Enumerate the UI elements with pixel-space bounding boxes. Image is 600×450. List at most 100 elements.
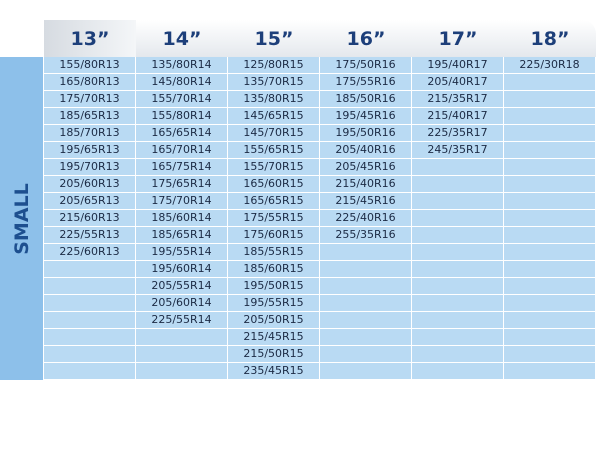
empty-cell <box>412 312 504 329</box>
empty-cell <box>504 227 596 244</box>
size-cell: 215/45R16 <box>320 193 412 210</box>
empty-cell <box>44 278 136 295</box>
empty-cell <box>504 142 596 159</box>
size-cell: 225/55R13 <box>44 227 136 244</box>
empty-cell <box>504 159 596 176</box>
empty-cell <box>504 74 596 91</box>
size-cell: 155/70R15 <box>228 159 320 176</box>
empty-cell <box>412 193 504 210</box>
size-cell: 205/40R17 <box>412 74 504 91</box>
size-cell: 225/60R13 <box>44 244 136 261</box>
empty-cell <box>412 329 504 346</box>
size-cell: 165/80R13 <box>44 74 136 91</box>
empty-cell <box>412 261 504 278</box>
size-cell: 225/55R14 <box>136 312 228 329</box>
size-cell: 185/65R14 <box>136 227 228 244</box>
size-cell: 215/40R17 <box>412 108 504 125</box>
size-cell: 195/70R13 <box>44 159 136 176</box>
size-cell: 215/60R13 <box>44 210 136 227</box>
empty-cell <box>412 346 504 363</box>
size-cell: 175/60R15 <box>228 227 320 244</box>
size-cell: 175/50R16 <box>320 57 412 74</box>
empty-cell <box>320 363 412 380</box>
empty-cell <box>412 295 504 312</box>
empty-cell <box>44 329 136 346</box>
size-cell: 195/60R14 <box>136 261 228 278</box>
size-cell: 135/80R15 <box>228 91 320 108</box>
empty-cell <box>504 363 596 380</box>
size-cell: 255/35R16 <box>320 227 412 244</box>
empty-cell <box>412 159 504 176</box>
size-cell: 185/60R14 <box>136 210 228 227</box>
column-header: 15” <box>228 20 321 57</box>
column-header: 18” <box>504 20 597 57</box>
size-cell: 155/80R13 <box>44 57 136 74</box>
size-cell: 195/50R16 <box>320 125 412 142</box>
size-cell: 185/65R13 <box>44 108 136 125</box>
empty-cell <box>412 278 504 295</box>
empty-cell <box>504 176 596 193</box>
size-cell: 165/65R15 <box>228 193 320 210</box>
empty-cell <box>504 261 596 278</box>
size-cell: 145/65R15 <box>228 108 320 125</box>
size-cell: 205/50R15 <box>228 312 320 329</box>
size-cell: 205/55R14 <box>136 278 228 295</box>
size-cell: 155/80R14 <box>136 108 228 125</box>
empty-cell <box>504 329 596 346</box>
column-header: 17” <box>412 20 505 57</box>
size-cell: 165/60R15 <box>228 176 320 193</box>
empty-cell <box>136 363 228 380</box>
size-cell: 205/45R16 <box>320 159 412 176</box>
empty-cell <box>320 278 412 295</box>
size-cell: 185/60R15 <box>228 261 320 278</box>
size-cell: 195/65R13 <box>44 142 136 159</box>
size-cell: 205/40R16 <box>320 142 412 159</box>
empty-cell <box>320 244 412 261</box>
empty-cell <box>136 346 228 363</box>
size-cell: 145/70R15 <box>228 125 320 142</box>
empty-cell <box>504 312 596 329</box>
size-cell: 205/60R13 <box>44 176 136 193</box>
size-cell: 175/70R14 <box>136 193 228 210</box>
size-cell: 165/75R14 <box>136 159 228 176</box>
size-cell: 225/30R18 <box>504 57 596 74</box>
size-cell: 185/55R15 <box>228 244 320 261</box>
size-cell: 155/70R14 <box>136 91 228 108</box>
empty-cell <box>504 295 596 312</box>
size-cell: 205/65R13 <box>44 193 136 210</box>
size-cell: 185/70R13 <box>44 125 136 142</box>
size-cell: 165/65R14 <box>136 125 228 142</box>
empty-cell <box>504 91 596 108</box>
empty-cell <box>320 346 412 363</box>
empty-cell <box>44 363 136 380</box>
size-cell: 215/45R15 <box>228 329 320 346</box>
size-cell: 215/35R17 <box>412 91 504 108</box>
empty-cell <box>504 278 596 295</box>
empty-cell <box>504 346 596 363</box>
size-cell: 185/50R16 <box>320 91 412 108</box>
size-cell: 235/45R15 <box>228 363 320 380</box>
empty-cell <box>412 227 504 244</box>
column-header: 16” <box>320 20 413 57</box>
row-label: SMALL <box>10 182 33 255</box>
size-cell: 205/60R14 <box>136 295 228 312</box>
empty-cell <box>136 329 228 346</box>
size-cell: 175/55R15 <box>228 210 320 227</box>
empty-cell <box>412 176 504 193</box>
empty-cell <box>44 261 136 278</box>
empty-cell <box>412 363 504 380</box>
size-cell: 145/80R14 <box>136 74 228 91</box>
empty-cell <box>44 312 136 329</box>
size-cell: 215/40R16 <box>320 176 412 193</box>
empty-cell <box>412 210 504 227</box>
size-cell: 135/80R14 <box>136 57 228 74</box>
size-cell: 155/65R15 <box>228 142 320 159</box>
empty-cell <box>504 193 596 210</box>
size-cell: 245/35R17 <box>412 142 504 159</box>
empty-cell <box>504 244 596 261</box>
empty-cell <box>320 295 412 312</box>
size-cell: 135/70R15 <box>228 74 320 91</box>
size-cell: 195/45R16 <box>320 108 412 125</box>
empty-cell <box>504 108 596 125</box>
